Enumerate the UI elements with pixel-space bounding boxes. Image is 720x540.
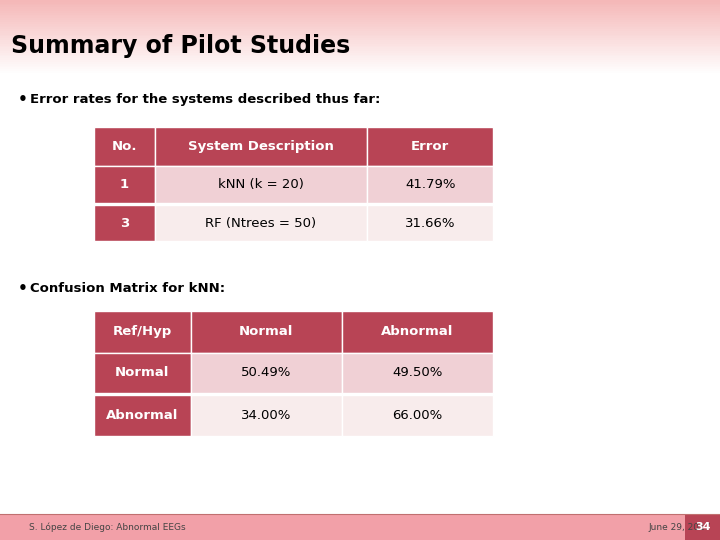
Bar [0, 2, 720, 4]
Text: 66.00%: 66.00% [392, 409, 443, 422]
Text: System Description: System Description [188, 140, 334, 153]
Bar [0, 0, 720, 2]
Bar [0, 69, 720, 71]
Bar [94, 127, 155, 166]
Text: •: • [18, 92, 28, 107]
Bar [0, 44, 720, 45]
Bar [0, 11, 720, 13]
Text: 41.79%: 41.79% [405, 178, 456, 191]
Text: Summary of Pilot Studies: Summary of Pilot Studies [11, 34, 350, 58]
Bar [0, 57, 720, 58]
Text: Ref/Hyp: Ref/Hyp [112, 325, 172, 338]
Text: 50.49%: 50.49% [241, 366, 292, 380]
Bar [191, 395, 342, 436]
Bar [94, 205, 155, 241]
Text: Confusion Matrix for kNN:: Confusion Matrix for kNN: [30, 282, 225, 295]
Bar [0, 18, 720, 20]
Text: 49.50%: 49.50% [392, 366, 443, 380]
Text: June 29, 2017: June 29, 2017 [648, 523, 711, 531]
Bar [0, 25, 720, 28]
Bar [0, 45, 720, 48]
Bar [0, 40, 720, 42]
Bar [342, 310, 493, 353]
Bar [0, 9, 720, 11]
Text: Error rates for the systems described thus far:: Error rates for the systems described th… [30, 93, 381, 106]
Bar [0, 16, 720, 18]
Bar [155, 127, 367, 166]
Bar [94, 395, 191, 436]
Bar [0, 53, 720, 55]
Bar [94, 166, 155, 202]
Bar [0, 66, 720, 68]
Bar [367, 205, 493, 241]
Bar [0, 514, 720, 540]
Text: Abnormal: Abnormal [382, 325, 454, 338]
Bar [94, 353, 191, 393]
Bar [342, 395, 493, 436]
Bar [0, 60, 720, 62]
Bar [0, 37, 720, 38]
Bar [191, 353, 342, 393]
Bar [155, 166, 367, 202]
Bar [94, 310, 191, 353]
Bar [0, 5, 720, 7]
Text: Abnormal: Abnormal [106, 409, 179, 422]
Bar [0, 24, 720, 25]
Text: No.: No. [112, 140, 137, 153]
Bar [0, 35, 720, 36]
Bar [685, 514, 720, 540]
Bar [0, 51, 720, 53]
Bar [367, 166, 493, 202]
Bar [0, 68, 720, 69]
Text: 31.66%: 31.66% [405, 217, 456, 230]
Bar [155, 205, 367, 241]
Text: •: • [18, 281, 28, 296]
Bar [0, 31, 720, 33]
Bar [0, 4, 720, 5]
Bar [0, 48, 720, 49]
Text: 3: 3 [120, 217, 129, 230]
Bar [0, 64, 720, 65]
Bar [0, 62, 720, 64]
Text: 1: 1 [120, 178, 129, 191]
Bar [367, 127, 493, 166]
Text: Normal: Normal [115, 366, 169, 380]
Text: S. López de Diego: Abnormal EEGs: S. López de Diego: Abnormal EEGs [29, 522, 186, 532]
Text: kNN (k = 20): kNN (k = 20) [218, 178, 304, 191]
Bar [0, 7, 720, 9]
Bar [342, 353, 493, 393]
Bar [0, 42, 720, 44]
Bar [0, 15, 720, 16]
Bar [0, 58, 720, 60]
Bar [0, 29, 720, 31]
Bar [0, 22, 720, 24]
Text: Error: Error [411, 140, 449, 153]
Text: Normal: Normal [239, 325, 294, 338]
Bar [0, 13, 720, 15]
Bar [0, 55, 720, 57]
Bar [191, 310, 342, 353]
Bar [0, 20, 720, 22]
Bar [0, 33, 720, 35]
Text: RF (Ntrees = 50): RF (Ntrees = 50) [205, 217, 317, 230]
Bar [0, 49, 720, 51]
Text: 34: 34 [695, 522, 711, 532]
Bar [0, 28, 720, 29]
Bar [0, 38, 720, 40]
Bar [0, 71, 720, 73]
Text: 34.00%: 34.00% [241, 409, 292, 422]
